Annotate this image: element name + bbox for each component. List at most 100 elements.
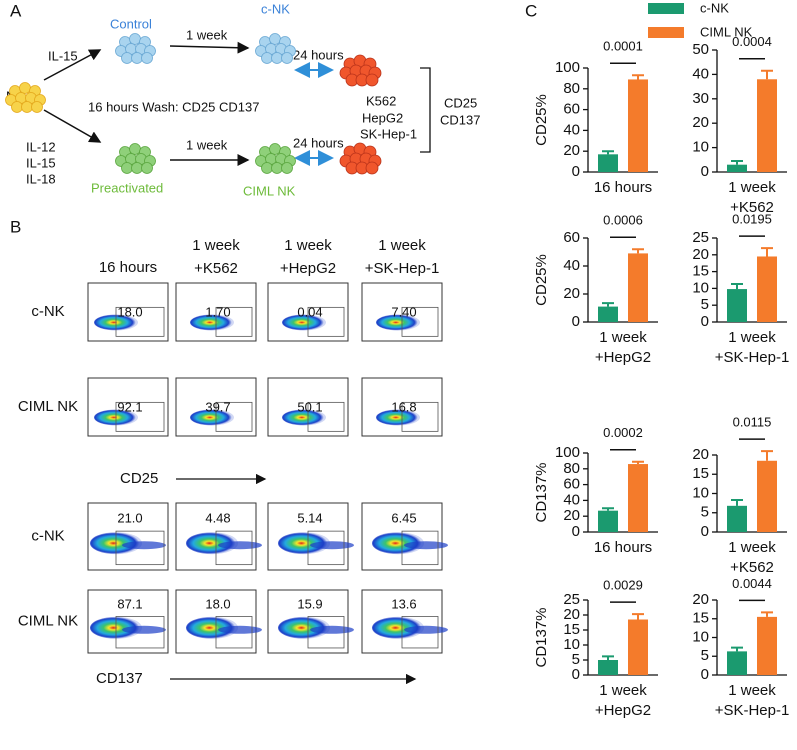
cell (129, 143, 141, 155)
panel-label: C (525, 1, 537, 20)
error-bar (602, 150, 614, 155)
gate (307, 616, 345, 649)
y-tick-label: 20 (692, 446, 709, 463)
label: CD137 (440, 112, 480, 127)
x-axis-label: 16 hours (594, 539, 652, 556)
y-tick-label: 20 (563, 507, 580, 524)
p-value: 0.0006 (603, 213, 643, 228)
y-tick-label: 20 (692, 114, 709, 131)
y-tick-label: 100 (555, 444, 580, 461)
error-bar (731, 646, 743, 652)
gate-percent: 18.0 (205, 596, 230, 611)
gate-percent: 4.48 (205, 510, 230, 525)
p-value: 0.0004 (732, 34, 772, 49)
y-tick-label: 100 (555, 59, 580, 76)
cell (141, 162, 153, 174)
cell (261, 162, 273, 174)
flow-density (282, 314, 326, 331)
bar (727, 505, 747, 532)
column-header: 16 hours (99, 259, 157, 276)
bar (727, 164, 747, 172)
label: 16 hours Wash: CD25 CD137 (88, 99, 260, 114)
x-axis-label: 1 week (728, 682, 776, 699)
gate (401, 401, 439, 432)
flow-density (372, 532, 424, 555)
label: IL-12 (26, 139, 56, 154)
gate (115, 401, 165, 432)
y-tick-label: 10 (692, 139, 709, 156)
cell (121, 52, 133, 64)
cell (11, 101, 23, 113)
label: IL-15 (48, 48, 78, 63)
y-tick-label: 5 (701, 296, 709, 313)
row-label: CIML NK (18, 398, 78, 415)
p-value: 0.0044 (732, 576, 772, 591)
error-bar (602, 655, 614, 660)
bar (598, 306, 618, 322)
gate (215, 306, 253, 337)
label: Control (110, 16, 152, 31)
gate (401, 306, 439, 337)
y-tick-label: 80 (563, 460, 580, 477)
gate-percent: 5.14 (297, 510, 322, 525)
bar (727, 651, 747, 675)
bar (757, 79, 777, 172)
error-bar (761, 247, 773, 257)
y-tick-label: 5 (701, 504, 709, 521)
x-axis-label: 1 week (599, 682, 647, 699)
y-tick-label: 15 (692, 263, 709, 280)
y-tick-label: 10 (692, 628, 709, 645)
y-tick-label: 15 (692, 610, 709, 627)
p-value: 0.0115 (733, 415, 772, 430)
y-tick-label: 40 (563, 491, 580, 508)
x-axis-label: +HepG2 (595, 349, 651, 366)
row-label: CIML NK (18, 612, 78, 629)
label: 24 hours (293, 135, 344, 150)
flow-density (404, 541, 448, 550)
y-tick-label: 10 (563, 636, 580, 653)
y-tick-label: 15 (563, 621, 580, 638)
gate-percent: 0.04 (297, 304, 322, 319)
label: CD25 (444, 95, 477, 110)
x-axis-label: 1 week (728, 179, 776, 196)
gate-percent: 16.8 (391, 399, 416, 414)
error-bar (761, 69, 773, 80)
error-bar (731, 160, 743, 165)
column-header: 1 week (284, 237, 332, 254)
gate (215, 530, 253, 566)
y-tick-label: 25 (563, 591, 580, 608)
gate-percent: 50.1 (297, 399, 322, 414)
gate (115, 306, 165, 337)
y-tick-label: 60 (563, 476, 580, 493)
y-tick-label: 50 (692, 41, 709, 58)
flow-density (404, 625, 448, 634)
cell (21, 101, 33, 113)
error-bar (602, 302, 614, 307)
x-axis-label: +SK-Hep-1 (715, 349, 790, 366)
cell (121, 162, 133, 174)
gate (307, 401, 345, 432)
y-tick-label: 60 (563, 229, 580, 246)
label: K562 (366, 93, 396, 108)
gate (307, 530, 345, 566)
y-tick-label: 40 (563, 121, 580, 138)
y-tick-label: 80 (563, 80, 580, 97)
bar (628, 464, 648, 532)
cell (281, 52, 293, 64)
bar (757, 460, 777, 532)
x-axis-label: 1 week (728, 329, 776, 346)
label: Preactivated (91, 180, 163, 195)
x-axis-label: +K562 (730, 559, 774, 576)
gate-percent: 6.45 (391, 510, 416, 525)
panel-a-arrows (43, 41, 431, 685)
cell (129, 33, 141, 45)
cell (141, 52, 153, 64)
bar (628, 619, 648, 675)
bar (598, 660, 618, 675)
flow-density (190, 409, 234, 426)
flow-plot (87, 282, 169, 342)
y-tick-label: 40 (563, 257, 580, 274)
bar (598, 154, 618, 172)
y-tick-label: 0 (701, 523, 709, 540)
